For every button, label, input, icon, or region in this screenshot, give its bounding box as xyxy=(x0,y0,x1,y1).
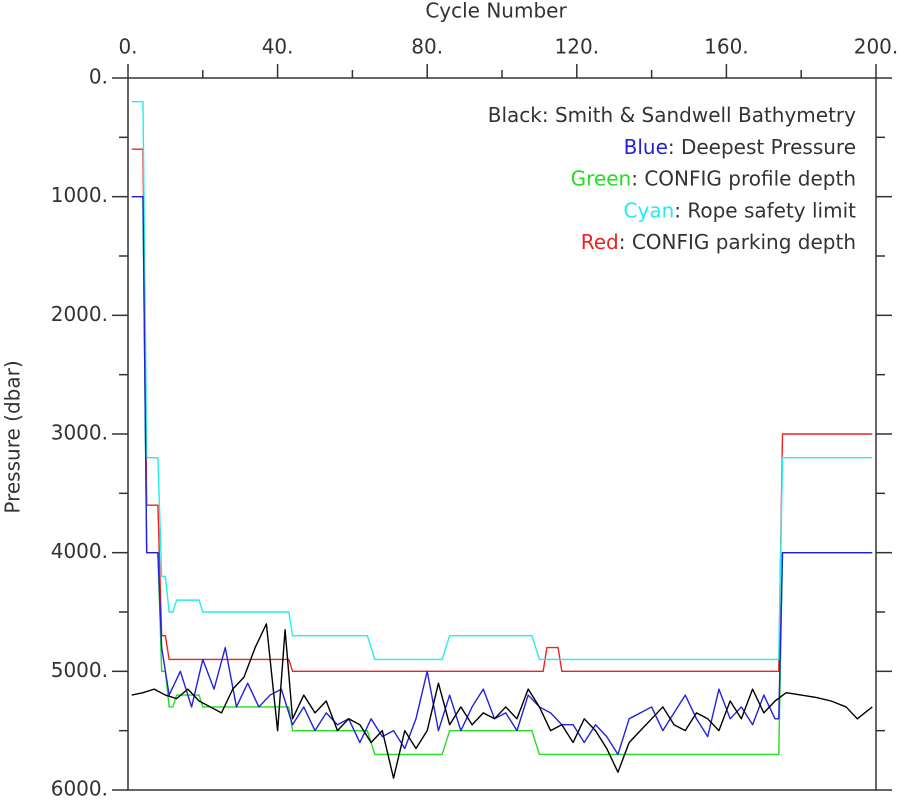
x-tick-label: 160. xyxy=(704,35,749,59)
legend-label: : CONFIG parking depth xyxy=(619,230,856,254)
y-tick-label: 5000. xyxy=(51,658,108,682)
y-axis-title: Pressure (dbar) xyxy=(1,360,25,513)
legend-label: Smith & Sandwell Bathymetry xyxy=(555,103,856,127)
x-tick-label: 0. xyxy=(118,35,137,59)
series-line xyxy=(131,148,873,673)
y-tick-label: 0. xyxy=(89,65,108,89)
legend-key: Black: xyxy=(488,103,549,127)
legend-label: : CONFIG profile depth xyxy=(631,166,856,190)
y-tick-label: 6000. xyxy=(51,777,108,801)
legend-entry: Red: CONFIG parking depth xyxy=(581,230,856,254)
legend-label: : Rope safety limit xyxy=(674,198,856,222)
series-line xyxy=(131,101,873,661)
series-line xyxy=(131,623,873,779)
legend-entry: Blue: Deepest Pressure xyxy=(624,134,856,158)
legend-key: Cyan xyxy=(624,198,675,222)
x-tick-label: 80. xyxy=(411,35,443,59)
legend-key: Red xyxy=(581,230,619,254)
x-tick-label: 200. xyxy=(854,35,899,59)
legend-key: Green xyxy=(571,166,632,190)
series-line xyxy=(131,195,873,756)
legend-entry: Black: Smith & Sandwell Bathymetry xyxy=(488,103,856,127)
legend-entry: Cyan: Rope safety limit xyxy=(624,198,857,222)
y-tick-label: 2000. xyxy=(51,302,108,326)
legend-entry: Green: CONFIG profile depth xyxy=(571,166,856,190)
x-axis-title: Cycle Number xyxy=(425,0,567,23)
y-tick-label: 1000. xyxy=(51,183,108,207)
x-tick-label: 40. xyxy=(262,35,294,59)
y-tick-label: 4000. xyxy=(51,539,108,563)
y-tick-label: 3000. xyxy=(51,421,108,445)
legend-key: Blue xyxy=(624,134,668,158)
x-tick-label: 120. xyxy=(555,35,600,59)
legend-label: : Deepest Pressure xyxy=(668,134,856,158)
